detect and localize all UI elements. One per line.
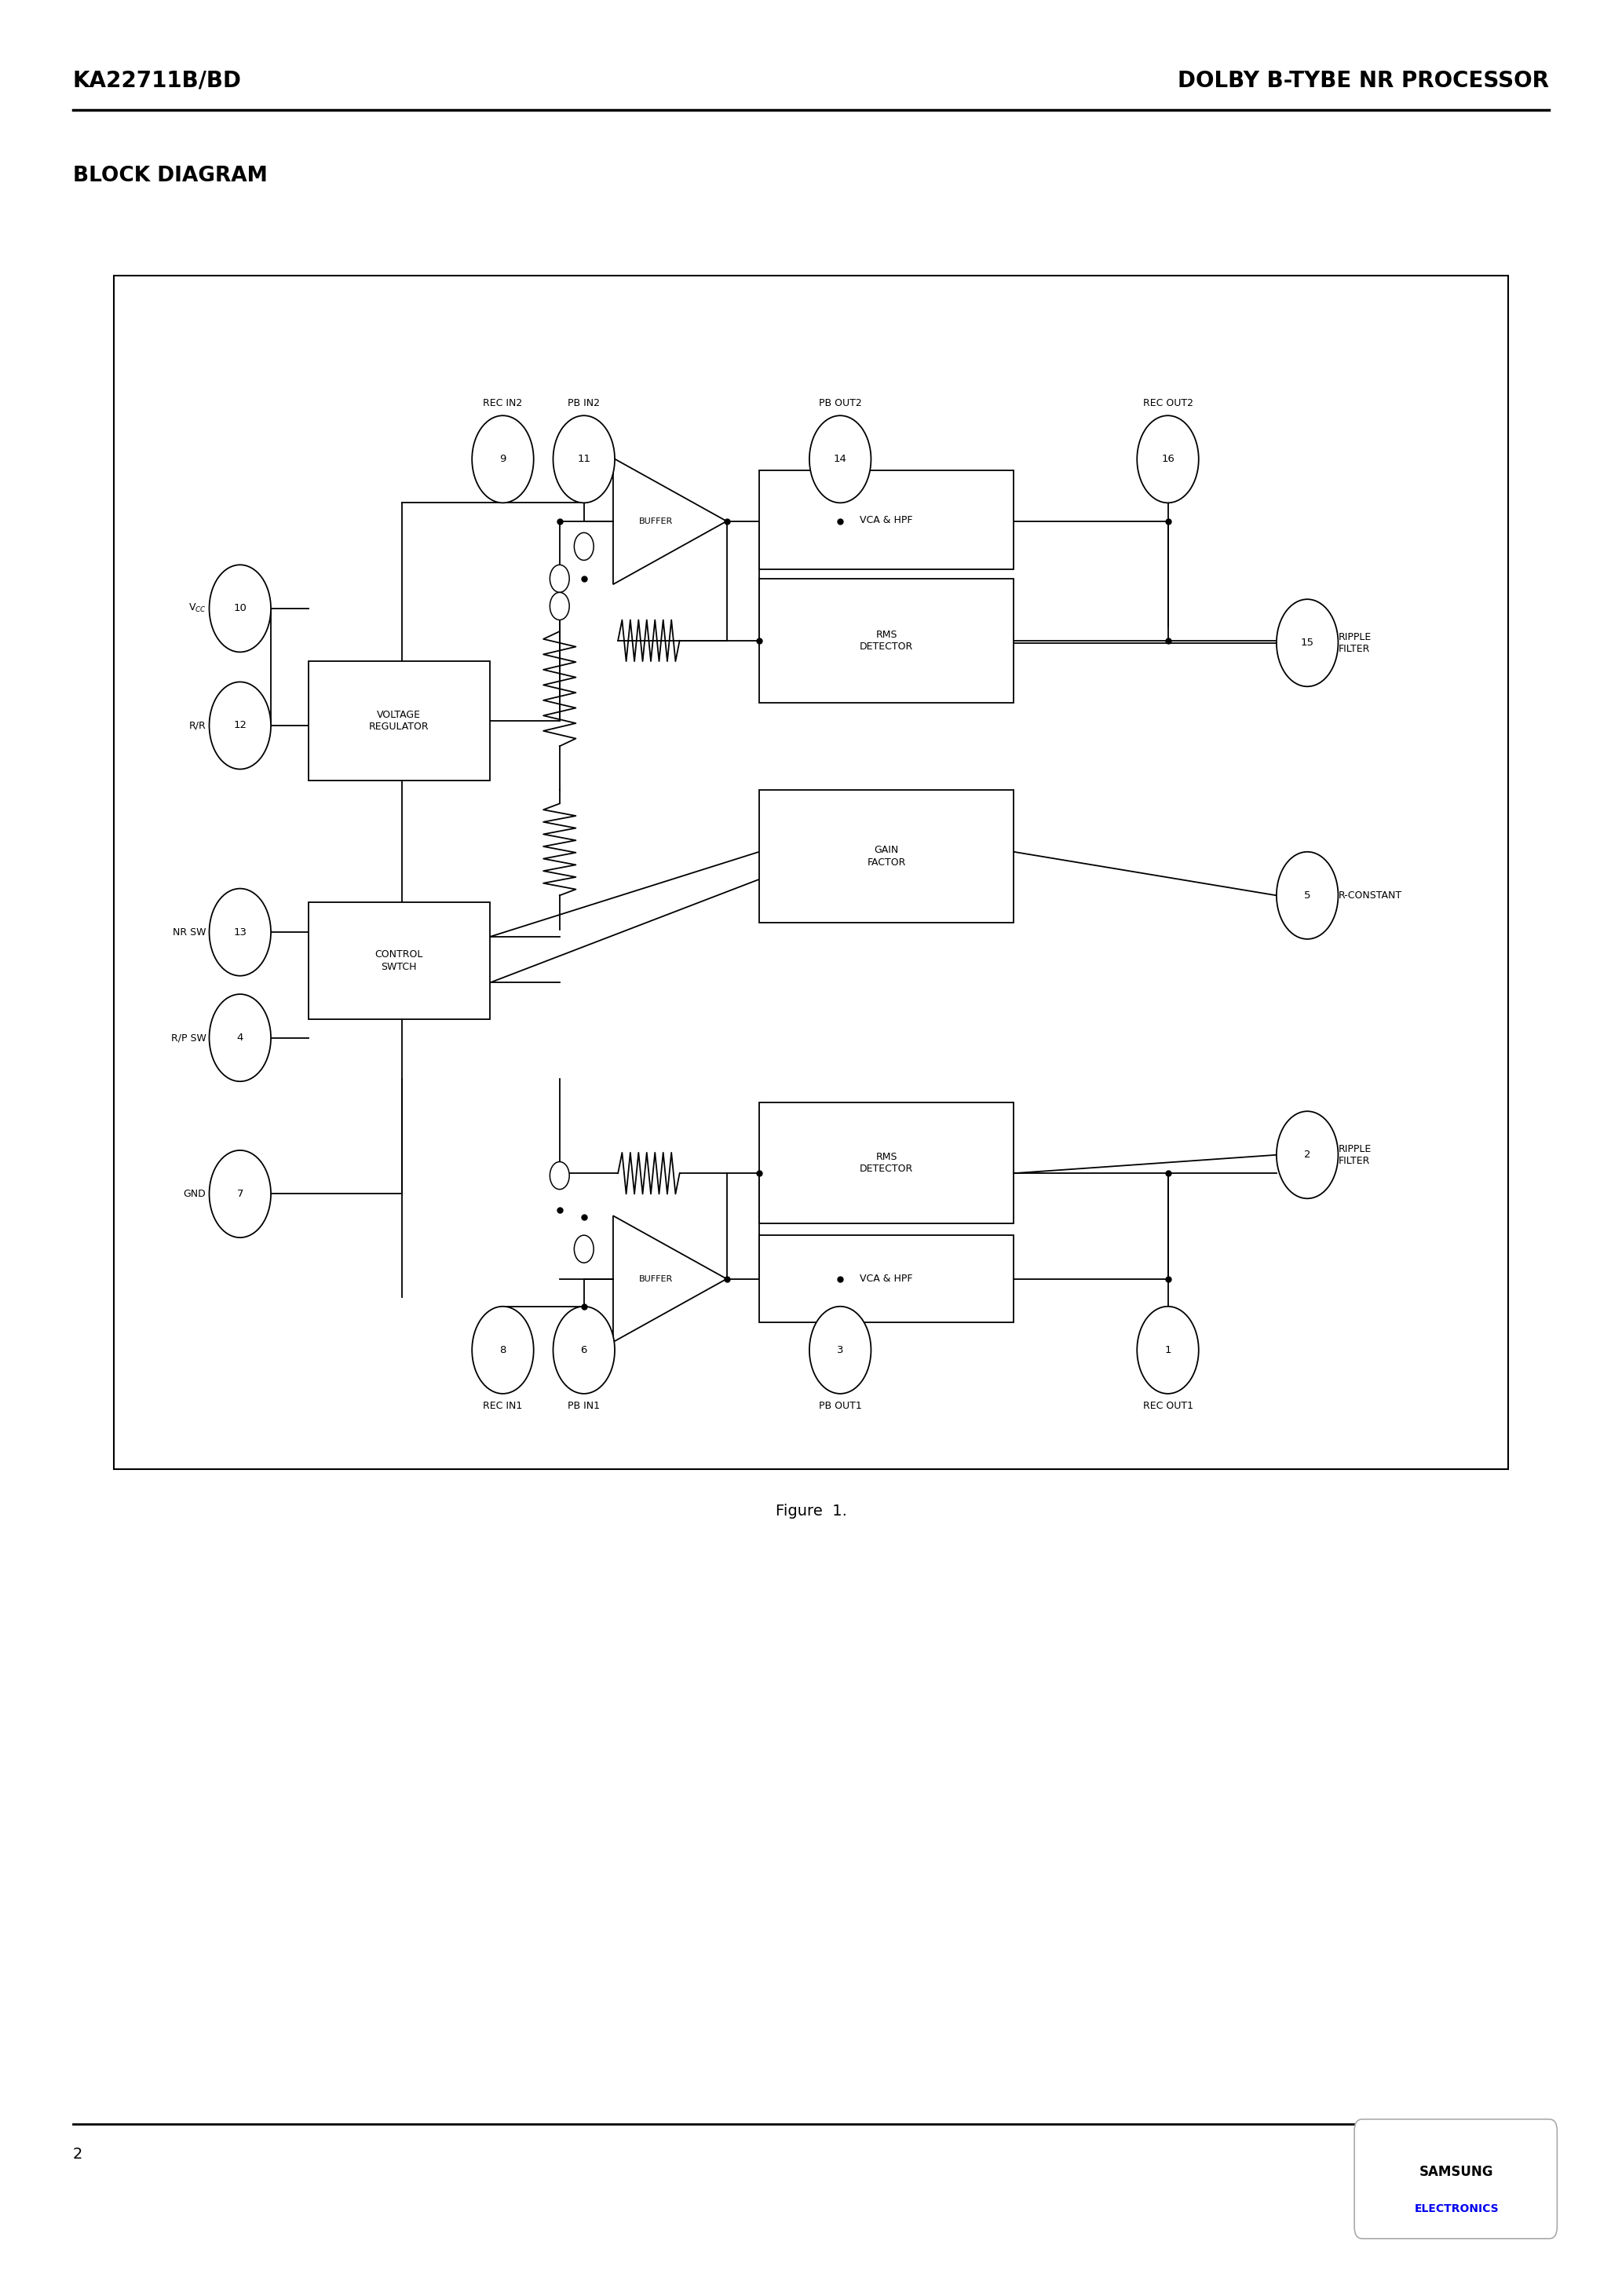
Circle shape [550,1162,569,1189]
Text: Figure  1.: Figure 1. [775,1504,847,1518]
Text: VCA & HPF: VCA & HPF [860,1274,913,1283]
Circle shape [472,416,534,503]
Text: 11: 11 [577,455,590,464]
Text: BLOCK DIAGRAM: BLOCK DIAGRAM [73,165,268,186]
Text: 9: 9 [500,455,506,464]
Text: VCA & HPF: VCA & HPF [860,514,913,526]
Text: 12: 12 [234,721,247,730]
Text: KA22711B/BD: KA22711B/BD [73,69,242,92]
Text: RMS
DETECTOR: RMS DETECTOR [860,629,913,652]
FancyBboxPatch shape [1354,2119,1557,2239]
Text: 4: 4 [237,1033,243,1042]
Text: 14: 14 [834,455,847,464]
Text: PB IN1: PB IN1 [568,1401,600,1410]
Text: 15: 15 [1301,638,1314,647]
Bar [114,276,1508,1469]
Text: 2: 2 [73,2147,83,2161]
Bar [759,1102,1014,1224]
Bar [759,1235,1014,1322]
Text: VOLTAGE
REGULATOR: VOLTAGE REGULATOR [368,709,430,732]
Text: ELECTRONICS: ELECTRONICS [1414,2204,1499,2213]
Circle shape [209,1150,271,1238]
Circle shape [553,416,615,503]
Text: BUFFER: BUFFER [639,517,673,526]
Circle shape [809,416,871,503]
Text: 1: 1 [1165,1345,1171,1355]
Circle shape [209,565,271,652]
Text: 16: 16 [1161,455,1174,464]
Circle shape [472,1306,534,1394]
Text: GAIN
FACTOR: GAIN FACTOR [868,845,905,868]
Text: RIPPLE
FILTER: RIPPLE FILTER [1338,631,1371,654]
Text: PB OUT2: PB OUT2 [819,400,861,409]
Bar [308,902,490,1019]
Text: 6: 6 [581,1345,587,1355]
Text: RIPPLE
FILTER: RIPPLE FILTER [1338,1143,1371,1166]
Circle shape [1137,416,1199,503]
Bar [759,579,1014,703]
Circle shape [574,533,594,560]
Text: CONTROL
SWTCH: CONTROL SWTCH [375,951,423,971]
Circle shape [553,1306,615,1394]
Bar [759,790,1014,923]
Circle shape [209,682,271,769]
Circle shape [1277,1111,1338,1199]
Text: REC IN1: REC IN1 [483,1401,522,1410]
Text: 10: 10 [234,604,247,613]
Bar [759,471,1014,569]
Text: REC OUT1: REC OUT1 [1144,1401,1192,1410]
Circle shape [1137,1306,1199,1394]
Circle shape [809,1306,871,1394]
Circle shape [209,889,271,976]
Circle shape [209,994,271,1081]
Text: PB IN2: PB IN2 [568,400,600,409]
Text: 7: 7 [237,1189,243,1199]
Text: NR SW: NR SW [172,928,206,937]
Text: REC IN2: REC IN2 [483,400,522,409]
Text: R-CONSTANT: R-CONSTANT [1338,891,1401,900]
Text: PB OUT1: PB OUT1 [819,1401,861,1410]
Text: 5: 5 [1304,891,1311,900]
Text: 13: 13 [234,928,247,937]
Text: 3: 3 [837,1345,843,1355]
Text: BUFFER: BUFFER [639,1274,673,1283]
Text: 2: 2 [1304,1150,1311,1159]
Circle shape [550,592,569,620]
Text: SAMSUNG: SAMSUNG [1419,2165,1494,2179]
Circle shape [550,565,569,592]
Text: R/P SW: R/P SW [170,1033,206,1042]
Text: V$_{CC}$: V$_{CC}$ [188,602,206,615]
Text: GND: GND [183,1189,206,1199]
Text: REC OUT2: REC OUT2 [1144,400,1192,409]
Bar [308,661,490,781]
Text: RMS
DETECTOR: RMS DETECTOR [860,1153,913,1173]
Text: R/R: R/R [188,721,206,730]
Circle shape [1277,852,1338,939]
Circle shape [1277,599,1338,687]
Text: 8: 8 [500,1345,506,1355]
Circle shape [574,1235,594,1263]
Text: DOLBY B-TYBE NR PROCESSOR: DOLBY B-TYBE NR PROCESSOR [1178,69,1549,92]
